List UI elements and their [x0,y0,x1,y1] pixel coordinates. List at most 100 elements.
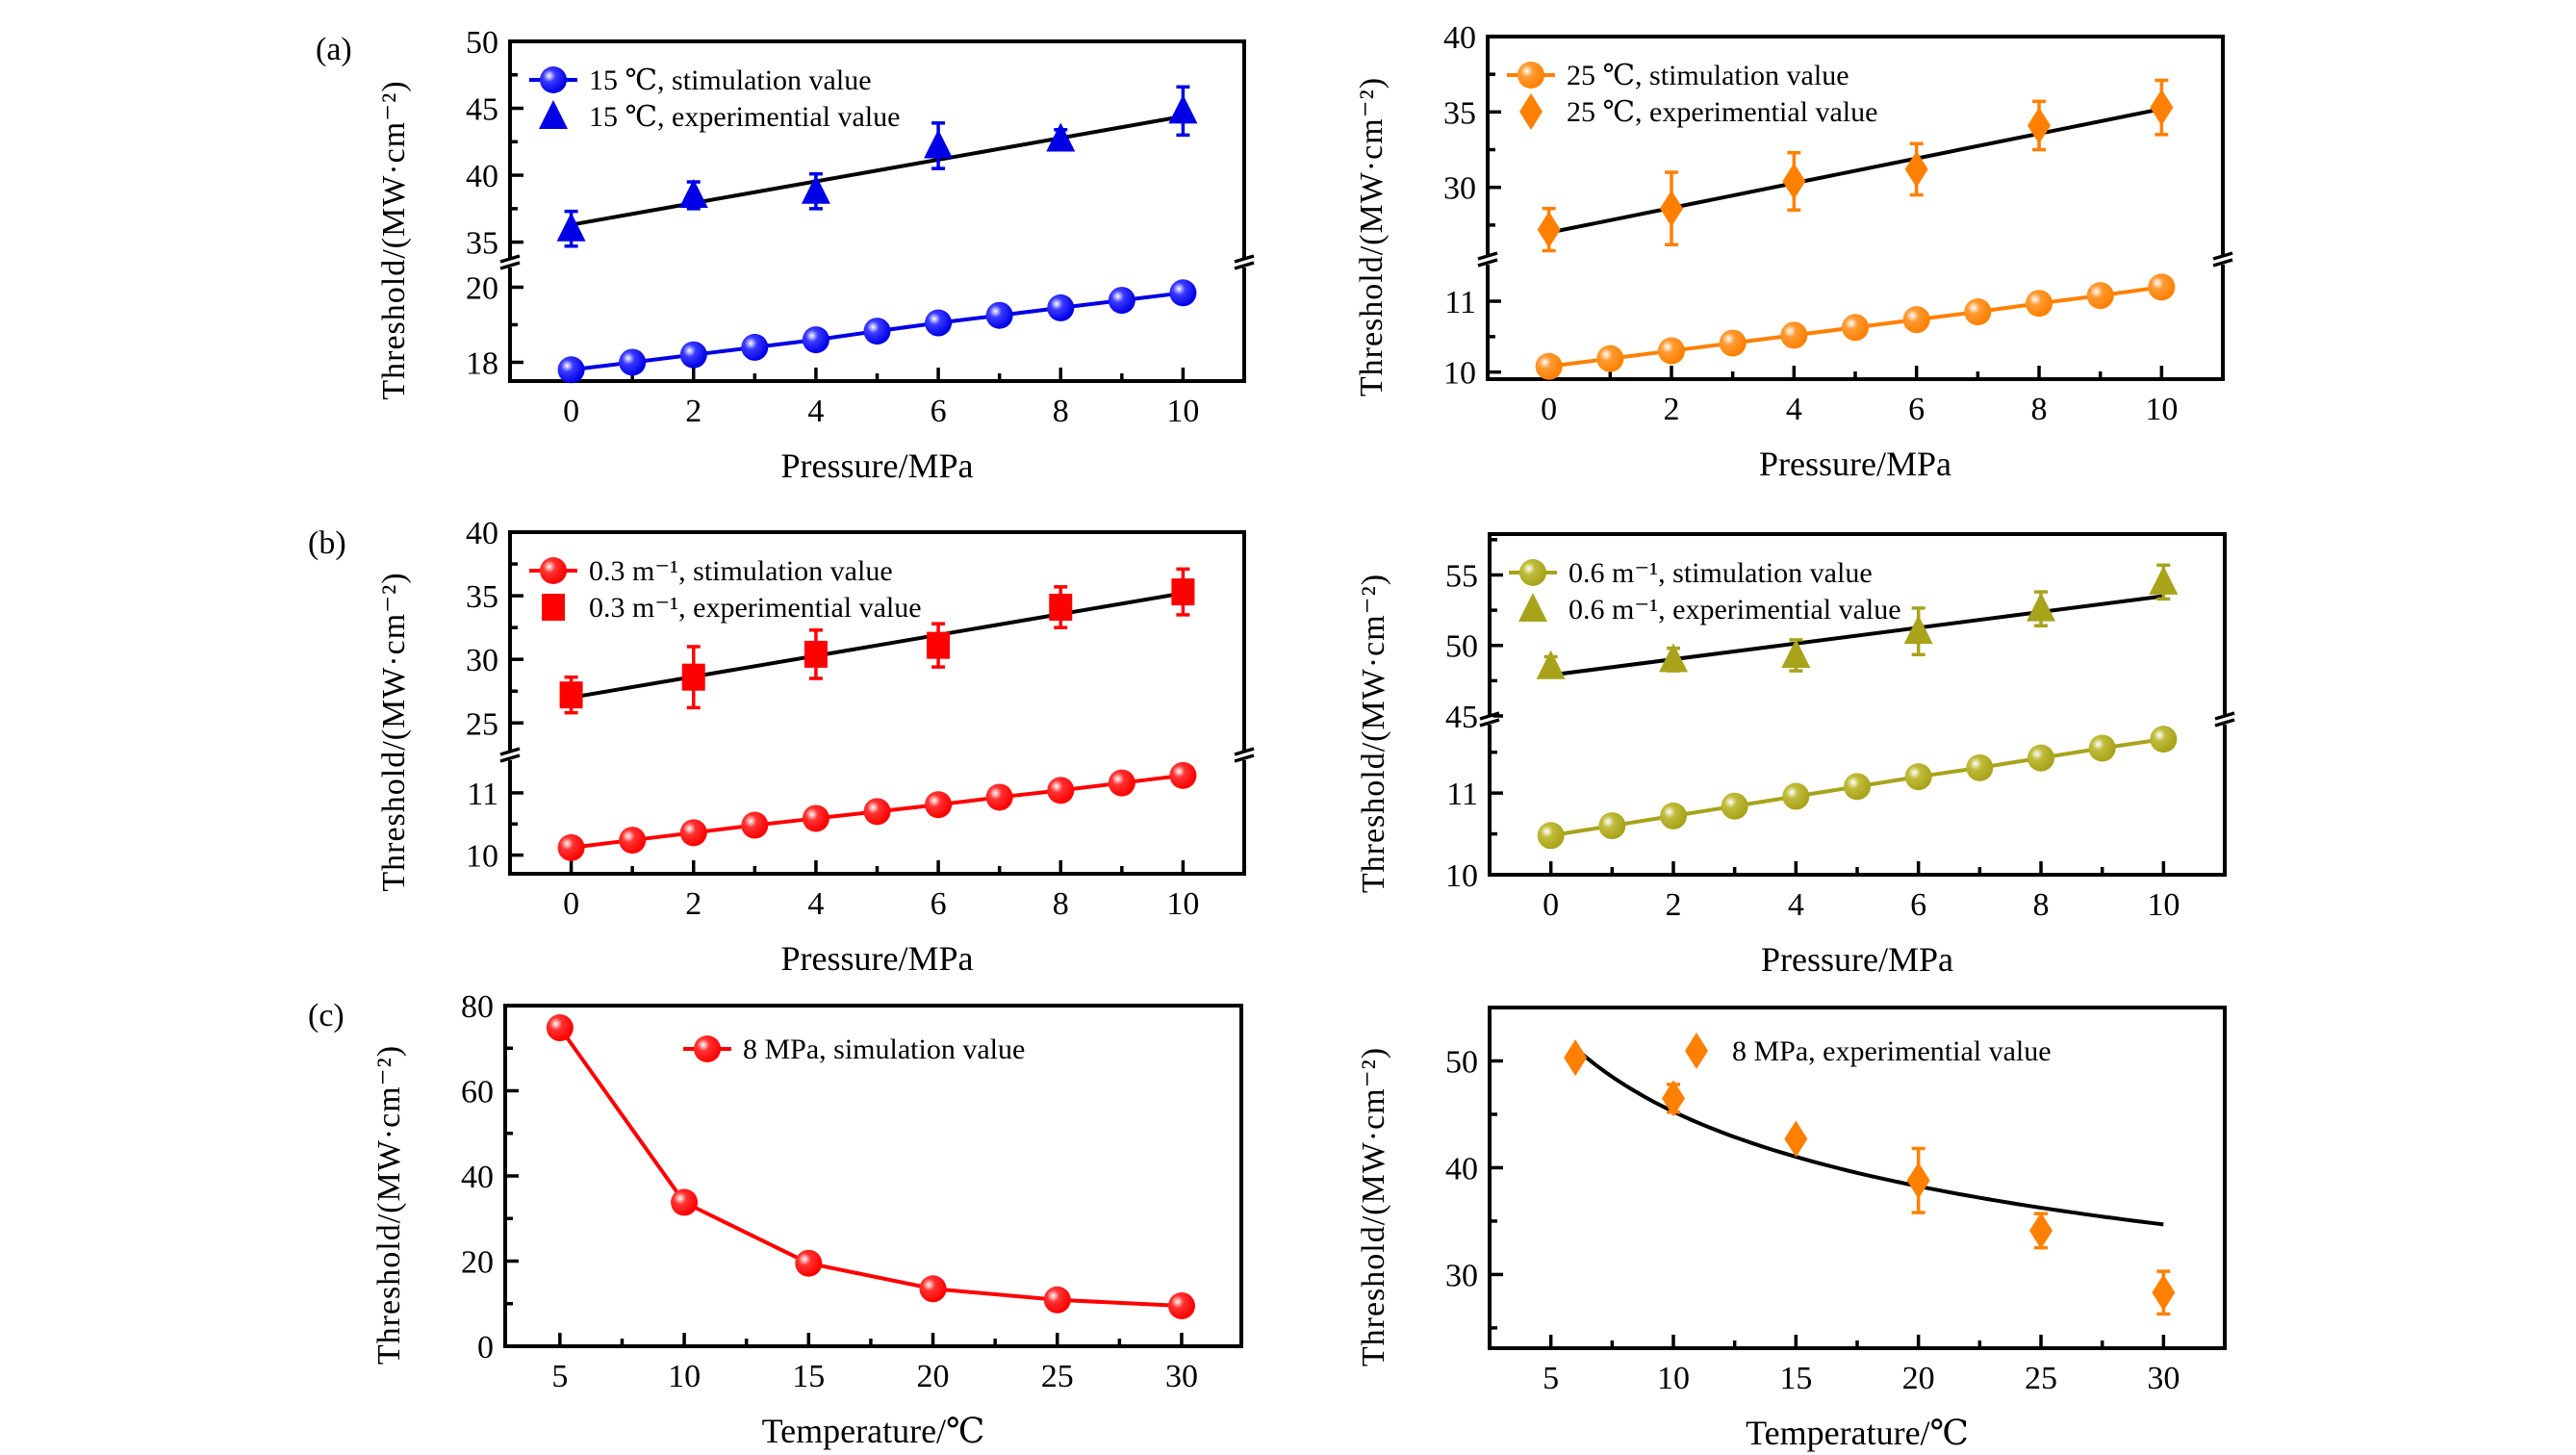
y-tick-label: 50 [466,25,498,61]
data-point [2148,273,2176,301]
data-point [1171,578,1195,606]
x-axis-title: Pressure/MPa [1761,940,1953,979]
plot-a-right-25C: 0 2 4 6 8 10 10 11 30 35 40 Pressure/MPa Threshold/(… [1354,20,2233,483]
data-point [1782,782,1810,810]
legend: 0.3 m⁻¹, stimulation value 0.3 m⁻¹, exper… [529,555,922,624]
data-point [556,212,586,242]
x-tick-label: 2 [685,886,701,922]
data-point [546,1014,574,1042]
y-tick-label: 50 [1445,629,1478,665]
data-point [1660,190,1683,227]
data-point [925,791,953,819]
data-point [802,804,829,832]
axis-break-mark [1234,261,1255,270]
y-tick-label: 30 [466,643,498,678]
y-tick-label: 11 [467,777,498,812]
panel-label-c: (c) [308,998,344,1034]
y-tick-label: 40 [1443,20,1476,56]
data-point [863,798,891,826]
legend: 8 MPa, simulation value [683,1034,1025,1065]
legend-label: 25 ℃, stimulation value [1567,60,1849,91]
axis-break-mark [499,254,521,264]
data-point [1167,1291,1195,1319]
y-tick-label: 50 [1445,1044,1478,1080]
data-point [2029,1212,2053,1249]
series-line [558,1026,1183,1308]
series-0 [1535,273,2176,380]
y-tick-label: 11 [1444,285,1476,320]
x-tick-label: 8 [1053,886,1069,922]
axis-break-mark [1477,251,1498,261]
y-axis-title: Threshold/(MW·cm⁻²) [1356,574,1391,893]
x-tick-label: 8 [2033,887,2050,923]
x-tick-label: 0 [563,886,579,922]
plot-b-right-0.6: 0 2 4 6 8 10 10 11 45 50 55 Pressure/MPa Threshold/(… [1356,532,2235,979]
data-point [2150,726,2178,753]
data-point [1169,761,1197,789]
x-tick-label: 25 [2025,1361,2057,1396]
plot-c-left-simulation: 5 10 15 20 25 30 0 20 40 60 80 Temperature/℃ Thresho… [371,989,1243,1450]
legend-marker [1519,559,1546,586]
data-point [2027,592,2055,622]
series-0 [557,279,1197,384]
legend: 25 ℃, stimulation value 25 ℃, experimenti… [1507,60,1877,130]
data-point [681,663,705,691]
panel-label-a: (a) [316,32,352,67]
plot-c-right-experimental: 5 10 15 20 25 30 30 40 50 Temperature/℃ Threshold/… [1356,1006,2227,1452]
data-point [1047,777,1075,804]
axis-break-mark [1234,747,1255,756]
y-tick-label: 30 [1445,1258,1478,1293]
y-tick-label: 0 [477,1330,494,1366]
x-tick-label: 10 [1657,1361,1690,1396]
legend-label: 8 MPa, simulation value [743,1034,1025,1065]
y-tick-label: 35 [466,226,498,262]
legend-label: 0.3 m⁻¹, stimulation value [589,555,893,587]
axis-break-mark [1479,711,1500,721]
x-tick-label: 6 [1910,887,1926,923]
legend-label: 15 ℃, experimential value [589,101,900,133]
x-tick-label: 8 [2031,392,2048,427]
x-axis-title: Pressure/MPa [1759,445,1951,483]
x-tick-label: 8 [1053,394,1069,429]
data-point [927,631,951,659]
data-point [1719,329,1747,357]
x-axis-title: Temperature/℃ [762,1412,985,1450]
data-point [795,1249,823,1277]
x-tick-label: 20 [1902,1361,1935,1396]
data-point [619,348,647,376]
data-point [741,333,769,361]
x-axis-title: Temperature/℃ [1746,1414,1969,1452]
data-point [1906,1161,1930,1199]
data-point [1596,345,1624,372]
data-point [1535,352,1563,380]
legend-marker [540,66,567,93]
x-tick-label: 25 [1041,1359,1074,1394]
data-point [2086,282,2114,310]
legend-label: 8 MPa, experimential value [1732,1035,2052,1067]
legend-label: 0.3 m⁻¹, experimential value [589,592,922,624]
x-tick-label: 6 [931,394,947,429]
data-point [1782,163,1806,200]
legend-label: 25 ℃, experimential value [1567,96,1877,128]
y-tick-label: 60 [461,1075,494,1110]
axis-break-mark [1479,718,1500,728]
x-axis-title: Pressure/MPa [781,939,974,978]
y-axis-title: Threshold/(MW·cm⁻²) [376,80,412,399]
data-point [1780,321,1808,349]
axis-break-mark [499,747,521,756]
data-point [985,783,1013,811]
y-tick-label: 20 [461,1245,494,1281]
y-axis-title: Threshold/(MW·cm⁻²) [1356,1047,1391,1366]
x-tick-label: 4 [1788,887,1804,923]
x-tick-label: 15 [1779,1361,1812,1396]
data-point [559,681,583,709]
y-tick-label: 10 [466,839,498,875]
data-point [802,326,829,354]
data-point [1966,753,1994,781]
data-point [1598,812,1626,840]
y-tick-label: 30 [1443,171,1476,207]
data-point [741,811,769,839]
x-tick-label: 6 [1908,392,1925,427]
data-point [801,174,830,204]
